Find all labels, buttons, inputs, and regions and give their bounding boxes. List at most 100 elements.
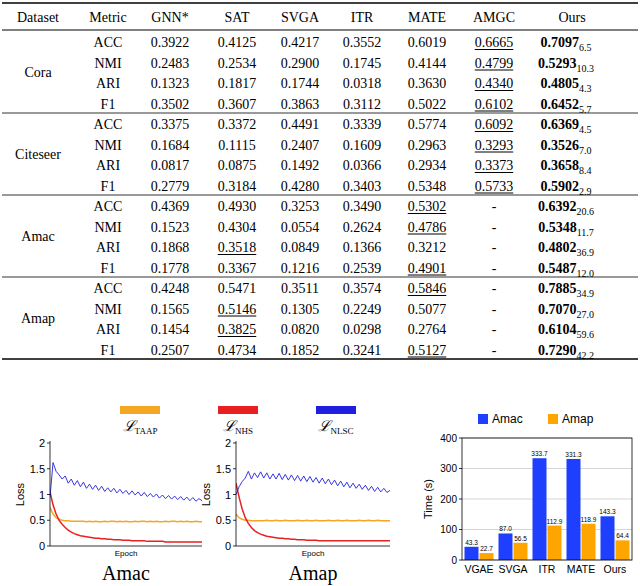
underline <box>408 234 447 235</box>
cell: 0.1744 <box>281 76 320 91</box>
cell: 0.2779 <box>151 179 190 194</box>
ours-value: 0.6452 <box>541 97 580 112</box>
underline <box>408 213 447 214</box>
cell: 0.1817 <box>218 76 257 91</box>
y-axis-label: Time (s) <box>422 479 434 519</box>
cell: - <box>492 343 497 358</box>
cell: 0.3552 <box>343 35 382 50</box>
cell: 0.2534 <box>218 56 257 71</box>
ours-cell: 0.639220.6 <box>538 199 594 217</box>
header-cell: ITR <box>351 10 374 25</box>
ours-cell: 0.729042.2 <box>538 343 594 361</box>
y-tick-label: 1.5 <box>30 463 45 475</box>
cell: 0.3863 <box>281 97 320 112</box>
ours-value: 0.3526 <box>541 138 580 153</box>
y-tick <box>233 443 236 444</box>
cell: 0.3502 <box>151 97 190 112</box>
header-cell: SVGA <box>281 10 320 25</box>
data-label: 333.7 <box>531 450 548 457</box>
metric-label: NMI <box>94 138 122 153</box>
ours-std: 11.7 <box>577 227 594 238</box>
y-tick-label: 100 <box>440 524 457 535</box>
plot-frame <box>462 438 632 560</box>
cell: 0.5022 <box>408 97 447 112</box>
loss-line <box>50 492 202 542</box>
cell: 0.3375 <box>151 117 190 132</box>
cell: 0.3339 <box>343 117 382 132</box>
data-label: 22.7 <box>480 545 493 552</box>
metric-label: NMI <box>94 302 122 317</box>
metric-label: ARI <box>96 76 120 91</box>
ours-std: 8.4 <box>579 165 592 176</box>
y-tick <box>47 546 50 547</box>
cell: 0.5774 <box>408 117 447 132</box>
underline <box>475 131 514 132</box>
cell: 0.5127 <box>408 343 447 358</box>
ours-value: 0.5902 <box>541 179 580 194</box>
legend-swatch <box>120 406 160 414</box>
cell: 0.6092 <box>475 117 514 132</box>
cell: 0.1523 <box>151 220 190 235</box>
y-tick <box>459 560 462 561</box>
ours-std: 36.9 <box>577 247 595 258</box>
data-label: 331.3 <box>565 451 582 458</box>
x-tick-label: ITR <box>539 563 556 575</box>
metric-label: ACC <box>94 35 123 50</box>
cell: - <box>492 322 497 337</box>
bar <box>567 459 581 560</box>
ours-std: 34.9 <box>577 288 595 299</box>
rule <box>2 2 638 4</box>
underline <box>475 90 514 91</box>
metric-label: F1 <box>101 261 116 276</box>
cell: - <box>492 220 497 235</box>
data-label: 56.5 <box>514 535 527 542</box>
y-tick-label: 300 <box>440 463 457 474</box>
legend-label: Amap <box>562 412 594 426</box>
cell: 0.3241 <box>343 343 382 358</box>
y-tick <box>459 529 462 530</box>
cell: 0.2483 <box>151 56 190 71</box>
cell: 0.5146 <box>218 302 257 317</box>
underline <box>475 70 514 71</box>
cell: 0.6102 <box>475 97 514 112</box>
cell: 0.0554 <box>281 220 320 235</box>
cell: 0.3630 <box>408 76 447 91</box>
ours-cell: 0.35267.0 <box>541 138 592 156</box>
legend-swatch <box>218 406 258 414</box>
cell: 0.2624 <box>343 220 382 235</box>
y-tick <box>47 443 50 444</box>
cell: 0.3367 <box>218 261 257 276</box>
metric-label: ARI <box>96 322 120 337</box>
ours-value: 0.5487 <box>538 261 577 276</box>
cell: 0.1565 <box>151 302 190 317</box>
cell: 0.3372 <box>218 117 257 132</box>
cell: 0.0298 <box>343 322 382 337</box>
cell: 0.3184 <box>218 179 257 194</box>
cell: 0.0875 <box>218 158 257 173</box>
grid-line <box>462 468 632 469</box>
y-tick-label: 1.5 <box>216 463 231 475</box>
cell: 0.2539 <box>343 261 382 276</box>
ours-value: 0.6369 <box>541 117 580 132</box>
cell: 0.4217 <box>281 35 320 50</box>
cell: 0.1492 <box>281 158 320 173</box>
legend-swatch <box>316 406 356 414</box>
chart-caption: Amap <box>289 562 338 585</box>
underline <box>218 254 257 255</box>
ours-cell: 0.610459.6 <box>538 322 594 340</box>
cell: 0.3511 <box>281 281 319 296</box>
y-tick <box>459 499 462 500</box>
cell: 0.1323 <box>151 76 190 91</box>
data-label: 143.3 <box>599 508 616 515</box>
header-cell: GNN* <box>151 10 188 25</box>
y-tick-label: 0 <box>451 555 457 566</box>
underline <box>408 357 447 358</box>
cell: 0.3253 <box>281 199 320 214</box>
y-tick-label: 2 <box>225 437 231 449</box>
cell: 0.4734 <box>218 343 257 358</box>
legend-swatch <box>478 414 488 424</box>
y-tick-label: 200 <box>440 494 457 505</box>
ours-value: 0.5293 <box>538 56 577 71</box>
cell: 0.3825 <box>218 322 257 337</box>
cell: 0.3574 <box>343 281 382 296</box>
